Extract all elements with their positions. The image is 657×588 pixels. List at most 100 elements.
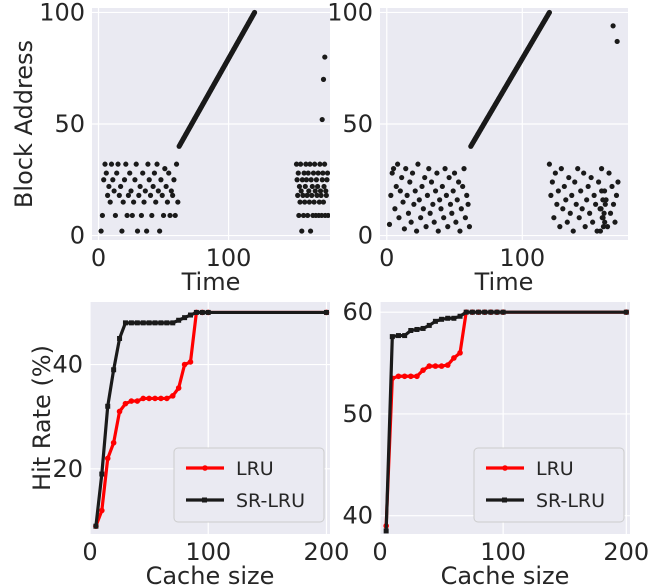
- data-point: [133, 161, 139, 167]
- data-point: [561, 183, 567, 190]
- data-point: [312, 161, 318, 167]
- data-point: [464, 192, 470, 198]
- data-point: [173, 161, 180, 167]
- y-axis-label: Hit Rate (%): [28, 345, 56, 491]
- data-point: [590, 219, 596, 225]
- data-point: [154, 161, 160, 167]
- data-point: [145, 161, 151, 167]
- data-point: [466, 224, 473, 230]
- data-point: [400, 199, 406, 205]
- data-point: [304, 192, 310, 198]
- data-point: [441, 215, 447, 221]
- data-point: [548, 192, 554, 198]
- x-tick-label: 0: [82, 538, 97, 566]
- data-point: [132, 177, 138, 183]
- data-point: [443, 192, 450, 198]
- data-point: [305, 212, 311, 219]
- series-marker: [494, 309, 500, 315]
- data-point: [159, 192, 165, 198]
- data-point: [600, 197, 606, 203]
- series-marker: [402, 333, 408, 339]
- data-point: [99, 212, 106, 219]
- data-point: [595, 179, 602, 185]
- data-point: [581, 170, 587, 176]
- data-point: [316, 199, 322, 205]
- data-point: [112, 212, 119, 219]
- data-point: [575, 166, 581, 172]
- y-tick-label: 50: [54, 110, 85, 138]
- data-point: [413, 228, 420, 234]
- data-point: [319, 116, 325, 123]
- data-point: [127, 170, 133, 176]
- data-point: [613, 192, 620, 198]
- data-point: [602, 201, 608, 207]
- data-point: [299, 228, 305, 234]
- x-tick-label: 0: [91, 244, 106, 272]
- y-tick-label: 40: [52, 351, 83, 379]
- x-axis-label: Time: [474, 268, 534, 296]
- legend: LRU SR-LRU: [473, 447, 625, 523]
- data-point: [418, 215, 424, 221]
- x-tick-label: 100: [480, 538, 526, 566]
- data-point: [439, 183, 445, 190]
- data-point: [567, 210, 573, 216]
- data-point: [395, 161, 401, 167]
- data-point: [437, 197, 443, 203]
- series-marker: [110, 439, 117, 446]
- data-point: [307, 161, 313, 167]
- data-point: [309, 192, 315, 198]
- data-point: [456, 179, 462, 185]
- y-tick-label: 0: [70, 222, 85, 250]
- data-point: [446, 174, 452, 181]
- legend-marker: [202, 497, 207, 503]
- data-point: [397, 188, 403, 194]
- data-point: [111, 188, 117, 194]
- legend-marker: [502, 465, 508, 471]
- data-point: [460, 183, 466, 190]
- data-point: [415, 161, 421, 167]
- data-point: [604, 224, 611, 230]
- data-point: [576, 215, 582, 221]
- data-point: [102, 161, 108, 167]
- data-point: [324, 170, 330, 176]
- series-marker: [116, 408, 123, 415]
- data-point: [322, 54, 328, 60]
- grid: [380, 8, 628, 240]
- data-point: [317, 161, 323, 167]
- data-point: [566, 174, 572, 181]
- data-point: [300, 212, 307, 219]
- data-point: [305, 170, 311, 176]
- data-point: [302, 183, 308, 190]
- data-point: [424, 192, 431, 198]
- data-point: [160, 212, 167, 219]
- data-point: [131, 199, 137, 205]
- data-point: [296, 212, 302, 219]
- data-point: [609, 183, 615, 190]
- data-point: [163, 183, 169, 190]
- y-tick-label: 40: [342, 502, 373, 530]
- series-marker: [146, 320, 152, 326]
- data-point: [324, 177, 330, 183]
- data-point: [98, 228, 104, 234]
- series-marker: [414, 373, 420, 380]
- data-point: [314, 183, 321, 190]
- data-point: [563, 197, 569, 203]
- data-point: [458, 206, 464, 212]
- data-point: [587, 210, 593, 216]
- data-point: [388, 192, 394, 198]
- data-point: [599, 215, 605, 221]
- series-marker: [117, 335, 123, 341]
- data-point: [303, 177, 310, 183]
- data-point: [570, 228, 576, 234]
- data-point: [149, 212, 155, 219]
- x-tick-label: 0: [379, 244, 394, 272]
- data-point: [312, 188, 318, 194]
- data-point: [450, 188, 456, 194]
- data-point: [411, 201, 417, 207]
- data-point: [404, 192, 410, 198]
- data-point: [325, 212, 330, 219]
- data-point: [138, 212, 145, 219]
- data-point: [428, 179, 435, 185]
- data-point: [599, 188, 605, 194]
